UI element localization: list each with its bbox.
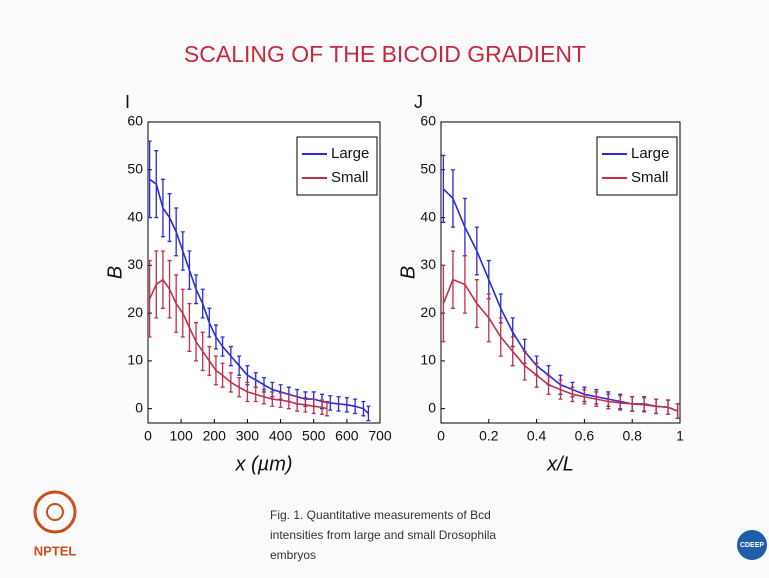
series (147, 250, 329, 417)
series-line (148, 278, 328, 410)
y-tick-label: 60 (127, 113, 143, 129)
y-tick-label: 30 (127, 256, 143, 272)
y-axis-label: B (397, 266, 419, 279)
series-line (442, 278, 678, 412)
x-tick-label: 0.4 (527, 428, 547, 444)
series (441, 250, 680, 419)
x-tick-label: 400 (269, 428, 293, 444)
legend-label: Small (331, 169, 369, 186)
slide-title: SCALING OF THE BICOID GRADIENT (184, 41, 586, 67)
x-tick-label: 200 (203, 428, 227, 444)
y-tick-label: 60 (420, 113, 436, 129)
x-tick-label: 300 (236, 428, 260, 444)
x-tick-label: 0.8 (622, 428, 642, 444)
x-tick-label: 0 (144, 428, 152, 444)
series (147, 140, 371, 422)
panel-label: J (414, 92, 423, 112)
x-tick-label: 500 (302, 428, 326, 444)
x-tick-label: 0.2 (479, 428, 499, 444)
x-tick-label: 100 (169, 428, 193, 444)
y-axis-label: B (104, 266, 126, 279)
x-tick-label: 700 (368, 428, 392, 444)
series-line (149, 178, 369, 415)
x-tick-label: 0.6 (575, 428, 595, 444)
x-tick-label: 600 (335, 428, 359, 444)
y-tick-label: 0 (135, 399, 143, 415)
legend-box (296, 136, 378, 196)
error-bar (441, 154, 446, 223)
y-tick-label: 30 (420, 256, 436, 272)
y-tick-label: 20 (420, 304, 436, 320)
logo-text: NPTEL (34, 543, 77, 558)
y-tick-label: 40 (127, 208, 143, 224)
error-bar (147, 259, 152, 338)
x-axis-label: x (µm) (234, 453, 292, 475)
cdeep-logo: CDEEP (737, 530, 767, 560)
y-tick-label: 10 (127, 352, 143, 368)
legend-label: Large (631, 145, 669, 162)
logo-core (46, 503, 64, 521)
y-tick-label: 0 (428, 399, 436, 415)
caption-line: intensities from large and small Drosoph… (270, 528, 496, 542)
y-tick-label: 50 (127, 160, 143, 176)
legend-box (596, 136, 678, 196)
y-tick-label: 20 (127, 304, 143, 320)
legend-label: Large (331, 145, 369, 162)
nptel-logo: NPTEL (33, 490, 77, 558)
y-tick-label: 40 (420, 208, 436, 224)
y-tick-label: 50 (420, 160, 436, 176)
error-bar (366, 405, 371, 422)
legend-label: Small (631, 169, 669, 186)
logo-ring (33, 490, 77, 534)
logo-circle (737, 530, 767, 560)
panel-label: I (125, 92, 130, 112)
x-tick-label: 1 (676, 428, 684, 444)
logo-text: CDEEP (740, 542, 764, 549)
y-tick-label: 10 (420, 352, 436, 368)
x-tick-label: 0 (437, 428, 445, 444)
caption-line: embryos (270, 548, 316, 562)
error-bar (147, 140, 152, 219)
x-axis-label: x/L (546, 453, 574, 475)
caption-line: Fig. 1. Quantitative measurements of Bcd (270, 508, 491, 522)
